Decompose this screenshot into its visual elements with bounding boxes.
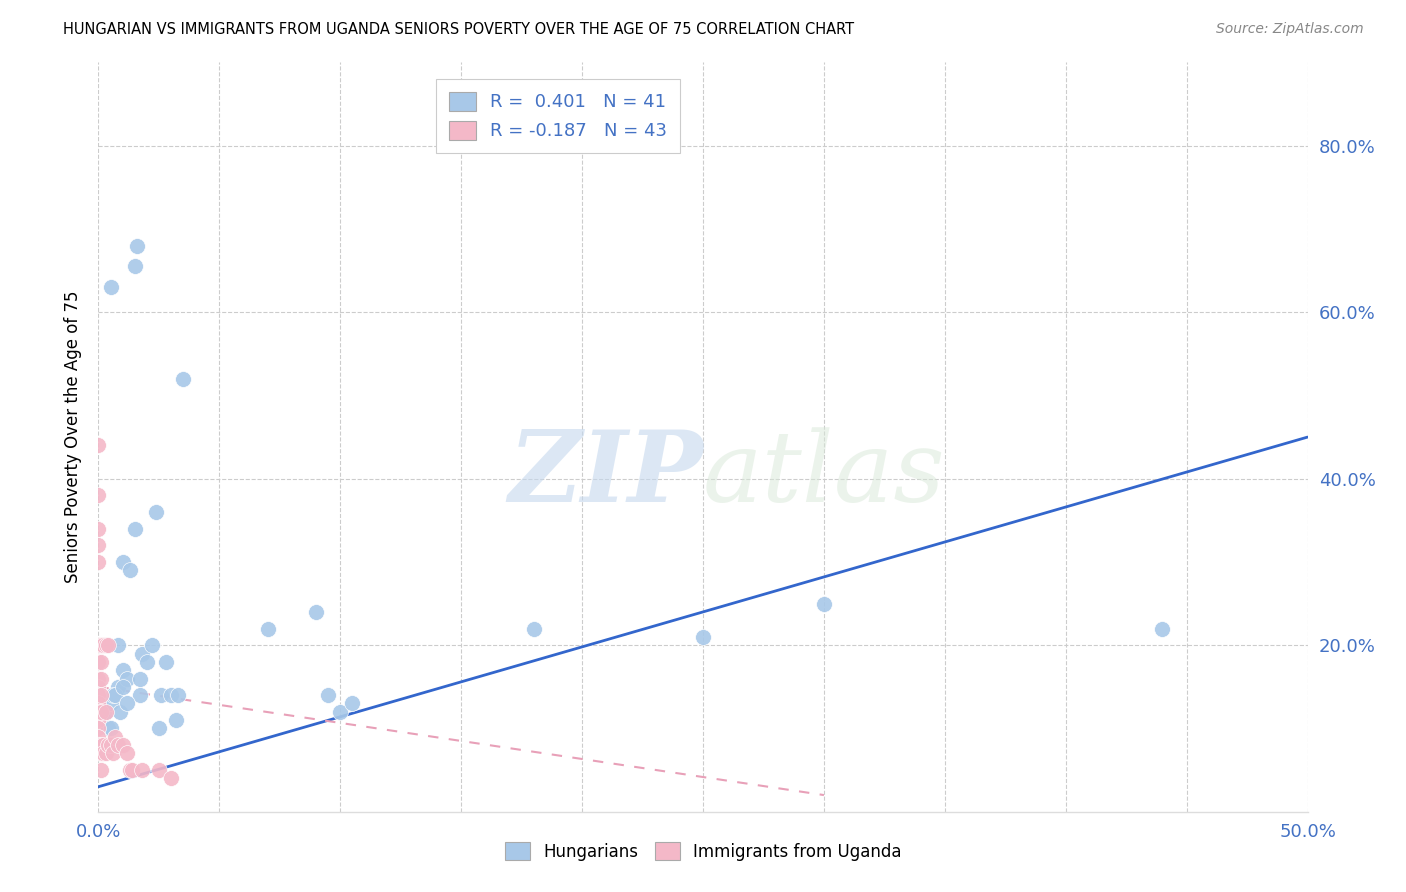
Text: ZIP: ZIP <box>508 426 703 523</box>
Text: HUNGARIAN VS IMMIGRANTS FROM UGANDA SENIORS POVERTY OVER THE AGE OF 75 CORRELATI: HUNGARIAN VS IMMIGRANTS FROM UGANDA SENI… <box>63 22 855 37</box>
Point <box>135 655 157 669</box>
Point <box>117 697 139 711</box>
Point <box>87 697 110 711</box>
Point <box>127 238 149 252</box>
Point <box>131 647 153 661</box>
Point <box>87 672 110 686</box>
Point <box>87 713 110 727</box>
Point <box>108 705 131 719</box>
Point <box>87 438 110 452</box>
Point <box>131 763 153 777</box>
Point <box>104 730 127 744</box>
Point <box>167 688 190 702</box>
Point <box>100 697 122 711</box>
Point <box>94 705 117 719</box>
Point <box>124 522 146 536</box>
Point <box>87 738 110 752</box>
Point <box>148 722 170 736</box>
Point <box>107 738 129 752</box>
Point <box>1152 622 1174 636</box>
Point <box>87 730 110 744</box>
Point <box>90 747 112 761</box>
Point <box>87 638 110 652</box>
Point <box>100 738 122 752</box>
Point <box>87 722 110 736</box>
Point <box>172 372 194 386</box>
Point <box>692 630 714 644</box>
Point <box>316 688 339 702</box>
Point <box>101 747 124 761</box>
Point <box>118 763 141 777</box>
Point <box>141 638 163 652</box>
Point <box>148 763 170 777</box>
Point <box>111 555 134 569</box>
Point <box>160 772 183 786</box>
Point <box>107 638 129 652</box>
Point <box>256 622 278 636</box>
Point <box>91 747 114 761</box>
Point <box>117 747 139 761</box>
Point <box>94 747 117 761</box>
Point <box>813 597 835 611</box>
Point <box>90 655 112 669</box>
Point <box>101 688 124 702</box>
Point <box>87 705 110 719</box>
Point <box>97 738 120 752</box>
Point <box>342 697 364 711</box>
Point <box>100 722 122 736</box>
Text: atlas: atlas <box>703 427 946 522</box>
Point <box>128 688 150 702</box>
Point <box>128 672 150 686</box>
Point <box>91 738 114 752</box>
Point <box>90 672 112 686</box>
Point <box>100 280 122 294</box>
Point <box>107 680 129 694</box>
Point <box>87 555 110 569</box>
Point <box>87 680 110 694</box>
Point <box>104 688 127 702</box>
Point <box>87 522 110 536</box>
Point <box>87 655 110 669</box>
Point <box>90 705 112 719</box>
Point <box>160 688 183 702</box>
Point <box>90 638 112 652</box>
Point <box>117 672 139 686</box>
Text: Source: ZipAtlas.com: Source: ZipAtlas.com <box>1216 22 1364 37</box>
Point <box>94 705 117 719</box>
Point <box>111 680 134 694</box>
Point <box>94 638 117 652</box>
Point <box>111 738 134 752</box>
Y-axis label: Seniors Poverty Over the Age of 75: Seniors Poverty Over the Age of 75 <box>65 291 83 583</box>
Point <box>111 663 134 677</box>
Point <box>87 538 110 552</box>
Point <box>165 713 187 727</box>
Point <box>97 638 120 652</box>
Point <box>305 605 328 619</box>
Point <box>155 655 177 669</box>
Point <box>150 688 173 702</box>
Point <box>90 763 112 777</box>
Point <box>87 688 110 702</box>
Point <box>523 622 546 636</box>
Point <box>87 488 110 502</box>
Point <box>121 763 143 777</box>
Point <box>118 563 141 577</box>
Point <box>90 738 112 752</box>
Point <box>90 688 112 702</box>
Point <box>329 705 352 719</box>
Point <box>97 722 120 736</box>
Legend: Hungarians, Immigrants from Uganda: Hungarians, Immigrants from Uganda <box>495 832 911 871</box>
Point <box>145 505 167 519</box>
Point <box>91 638 114 652</box>
Point <box>124 260 146 274</box>
